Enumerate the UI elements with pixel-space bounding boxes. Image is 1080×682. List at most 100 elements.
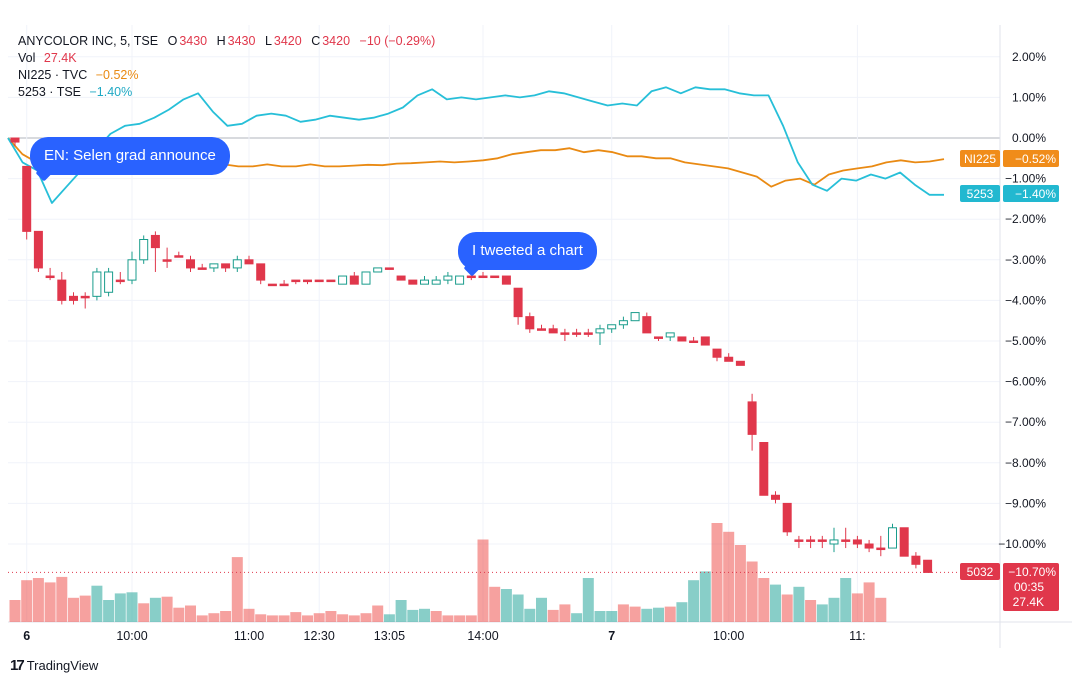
- candle-body: [747, 401, 757, 435]
- volume-bar: [676, 602, 688, 622]
- candle-body: [888, 527, 897, 549]
- volume-bar: [734, 545, 746, 622]
- volume-bar: [594, 611, 606, 622]
- candle-body: [782, 502, 792, 533]
- annotation-tweet[interactable]: I tweeted a chart: [458, 232, 597, 270]
- volume-bar: [816, 604, 828, 622]
- vol-value: 27.4K: [43, 51, 77, 65]
- volume-bar: [723, 531, 735, 622]
- high-label: H: [216, 34, 226, 48]
- y-tick-label: −7.00%: [1005, 415, 1046, 429]
- y-tick-label: −9.00%: [1005, 496, 1046, 510]
- candle-body: [303, 279, 312, 283]
- volume-bar: [419, 608, 430, 622]
- candle-body: [677, 336, 687, 342]
- s5253-badge-value-bg: [1003, 185, 1059, 202]
- main-badge-name: 5032: [967, 565, 994, 579]
- volume-bar: [442, 615, 454, 622]
- legend-5253[interactable]: 5253 · TSE −1.40%: [18, 85, 134, 99]
- candle-body: [221, 263, 231, 269]
- volume-bar: [805, 600, 817, 622]
- candle-body: [665, 332, 675, 338]
- volume-bar: [454, 615, 466, 622]
- volume-bar: [793, 586, 805, 622]
- volume-bar: [512, 594, 524, 622]
- candle-body: [396, 275, 406, 281]
- volume-bar: [56, 576, 68, 622]
- s5253-line: [7, 86, 944, 204]
- volume-bar: [536, 597, 547, 622]
- volume-bar: [664, 606, 676, 622]
- y-tick-label: −4.00%: [1005, 293, 1046, 307]
- volume-bar: [173, 607, 185, 622]
- volume-bar: [828, 597, 840, 622]
- candle-body: [607, 324, 617, 330]
- candle-body: [326, 279, 336, 283]
- volume-bar: [582, 578, 594, 622]
- volume-bar: [208, 613, 220, 622]
- time-axis[interactable]: 6 10:00 11:00 12:30 13:05 14:00 7 10:00 11:: [23, 629, 865, 643]
- legend-volume[interactable]: Vol 27.4K: [18, 51, 79, 65]
- candle-body: [817, 539, 827, 542]
- candle-body: [244, 259, 254, 265]
- volume-bar: [688, 580, 700, 622]
- legend-ni225[interactable]: NI225 · TVC −0.52%: [18, 68, 140, 82]
- candle-body: [127, 259, 137, 281]
- ni225-badge: NI225 −0.52%: [960, 150, 1059, 167]
- candle-body: [583, 332, 593, 335]
- volume-bar: [68, 597, 79, 622]
- volume-bar: [629, 606, 641, 622]
- candle-body: [267, 283, 277, 287]
- main-badge-name-bg: [960, 563, 1000, 580]
- main-badge-extra: 00:35: [1014, 580, 1044, 594]
- y-tick-label: 1.00%: [1012, 90, 1046, 104]
- candle-body: [771, 494, 780, 500]
- volume-bar: [641, 608, 653, 622]
- candle-body: [455, 275, 465, 285]
- main-badge-extra: 27.4K: [1013, 595, 1044, 609]
- volume-bar: [290, 612, 302, 622]
- vol-label: Vol: [18, 51, 36, 65]
- volume-bar: [114, 593, 126, 622]
- ni225-badge-value-bg: [1003, 150, 1059, 167]
- volume-bar: [851, 593, 863, 622]
- candle-body: [174, 255, 184, 258]
- candle-body: [712, 348, 722, 358]
- tradingview-logo[interactable]: 17 TradingView: [10, 657, 98, 674]
- candle-body: [45, 275, 55, 279]
- candle-body: [548, 328, 558, 334]
- candle-body: [911, 555, 921, 565]
- s5253-label: 5253 · TSE: [18, 85, 82, 99]
- price-axis[interactable]: 2.00% 1.00% 0.00% −1.00% −2.00% −3.00% −4.00% −…: [998, 50, 1046, 551]
- symbol-title: ANYCOLOR INC, 5, TSE: [18, 34, 159, 48]
- volume-bar: [571, 613, 583, 622]
- x-tick-label: 13:05: [374, 629, 405, 643]
- candle-body: [186, 259, 195, 269]
- x-tick-label: 11:00: [234, 629, 264, 643]
- annotation-selen[interactable]: EN: Selen grad announce: [30, 137, 230, 175]
- volume-bar: [559, 604, 571, 622]
- candle-body: [80, 295, 90, 299]
- candle-body: [525, 316, 535, 330]
- candle-body: [22, 165, 32, 232]
- high-value: 3430: [227, 34, 256, 48]
- candle-body: [700, 336, 710, 346]
- volume-bar: [44, 582, 56, 622]
- volume-bar: [231, 557, 243, 622]
- candle-body: [689, 340, 699, 343]
- candles: [10, 137, 933, 573]
- volume-bar: [770, 584, 781, 622]
- candle-body: [443, 275, 453, 281]
- legend-main[interactable]: ANYCOLOR INC, 5, TSE O 3430 H 3430 L 3420 C…: [18, 34, 437, 48]
- s5253-badge-value: −1.40%: [1015, 187, 1056, 201]
- candle-body: [69, 295, 78, 301]
- x-tick-label: 7: [608, 629, 615, 643]
- candle-body: [560, 332, 570, 335]
- volume-bar: [395, 600, 407, 622]
- volume-bar: [781, 594, 793, 622]
- candle-body: [420, 279, 429, 285]
- candle-body: [618, 320, 628, 326]
- y-tick-label: 2.00%: [1012, 50, 1046, 64]
- x-tick-label: 14:00: [467, 629, 498, 643]
